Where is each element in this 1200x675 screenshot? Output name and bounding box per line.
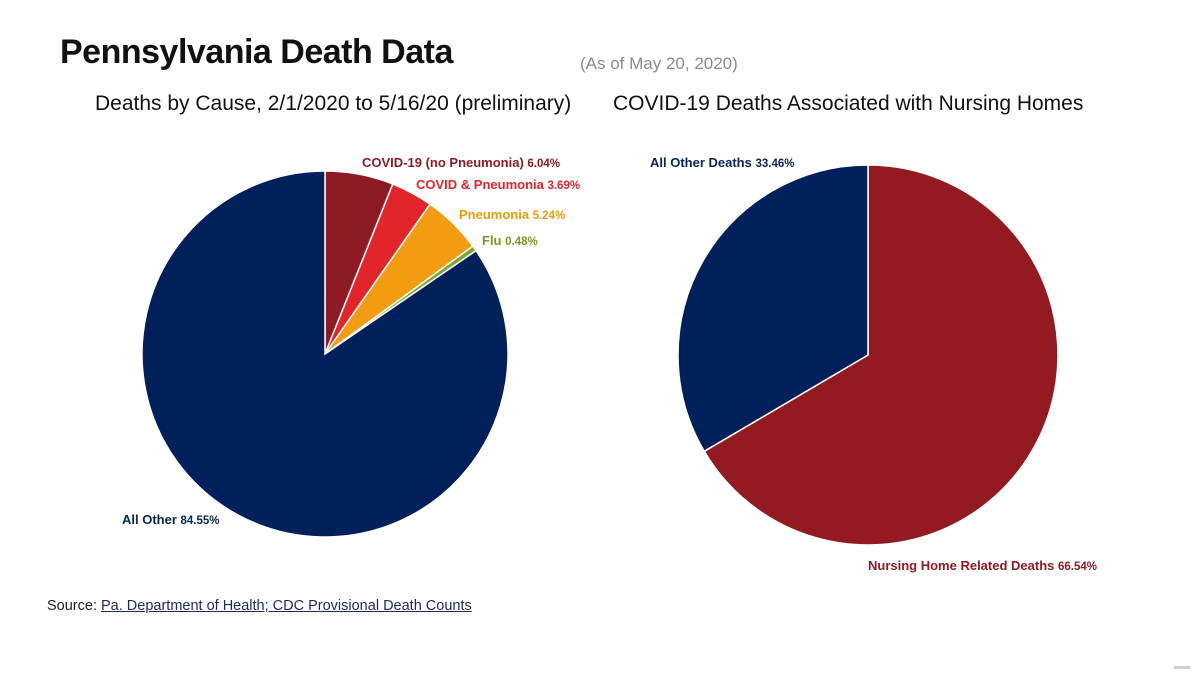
nursing-homes-pie: Nursing Home Related Deaths 66.54% All Ot… — [650, 155, 1097, 573]
slice-label-name: Nursing Home Related Deaths — [868, 558, 1058, 573]
pie-slice-all-other — [141, 170, 509, 538]
slice-label-value: 33.46% — [755, 158, 794, 170]
slice-label-value: 3.69% — [547, 180, 580, 192]
slice-label-covid-19-no-pneumonia: COVID-19 (no Pneumonia) 6.04% — [362, 155, 560, 170]
slice-label-name: All Other — [122, 512, 181, 527]
source-note: Source: Pa. Department of Health; CDC Pr… — [47, 598, 472, 614]
slice-label-value: 84.55% — [181, 515, 220, 527]
page-title: Pennsylvania Death Data — [60, 33, 453, 71]
slice-label-covid-pneumonia: COVID & Pneumonia 3.69% — [416, 177, 580, 192]
pie-slice-all-other-deaths — [677, 164, 869, 453]
slice-label-all-other: All Other 84.55% — [122, 512, 220, 527]
slice-label-name: Flu — [482, 233, 505, 248]
as-of-date: (As of May 20, 2020) — [580, 54, 738, 73]
slice-label-nursing-home-related-deaths: Nursing Home Related Deaths 66.54% — [868, 558, 1097, 573]
slice-label-all-other-deaths: All Other Deaths 33.46% — [650, 155, 794, 170]
deaths-by-cause-chart-title: Deaths by Cause, 2/1/2020 to 5/16/20 (pr… — [95, 92, 572, 115]
slice-label-flu: Flu 0.48% — [482, 233, 538, 248]
slice-label-value: 0.48% — [505, 236, 538, 248]
nursing-homes-chart-title: COVID-19 Deaths Associated with Nursing … — [613, 92, 1084, 115]
deaths-by-cause-pie: COVID-19 (no Pneumonia) 6.04% COVID & Pne… — [122, 155, 580, 538]
slice-label-value: 66.54% — [1058, 561, 1097, 573]
slice-label-name: COVID & Pneumonia — [416, 177, 547, 192]
slice-label-value: 5.24% — [533, 210, 566, 222]
slice-label-value: 6.04% — [527, 158, 560, 170]
source-link[interactable]: Pa. Department of Health; CDC Provisiona… — [101, 598, 472, 614]
slice-label-name: Pneumonia — [459, 207, 533, 222]
slice-label-name: COVID-19 (no Pneumonia) — [362, 155, 527, 170]
pie-slice-nursing-home-related-deaths — [703, 164, 1059, 546]
corner-mark — [1174, 666, 1190, 669]
source-prefix: Source: — [47, 598, 101, 614]
slice-label-name: All Other Deaths — [650, 155, 755, 170]
slice-label-pneumonia: Pneumonia 5.24% — [459, 207, 565, 222]
